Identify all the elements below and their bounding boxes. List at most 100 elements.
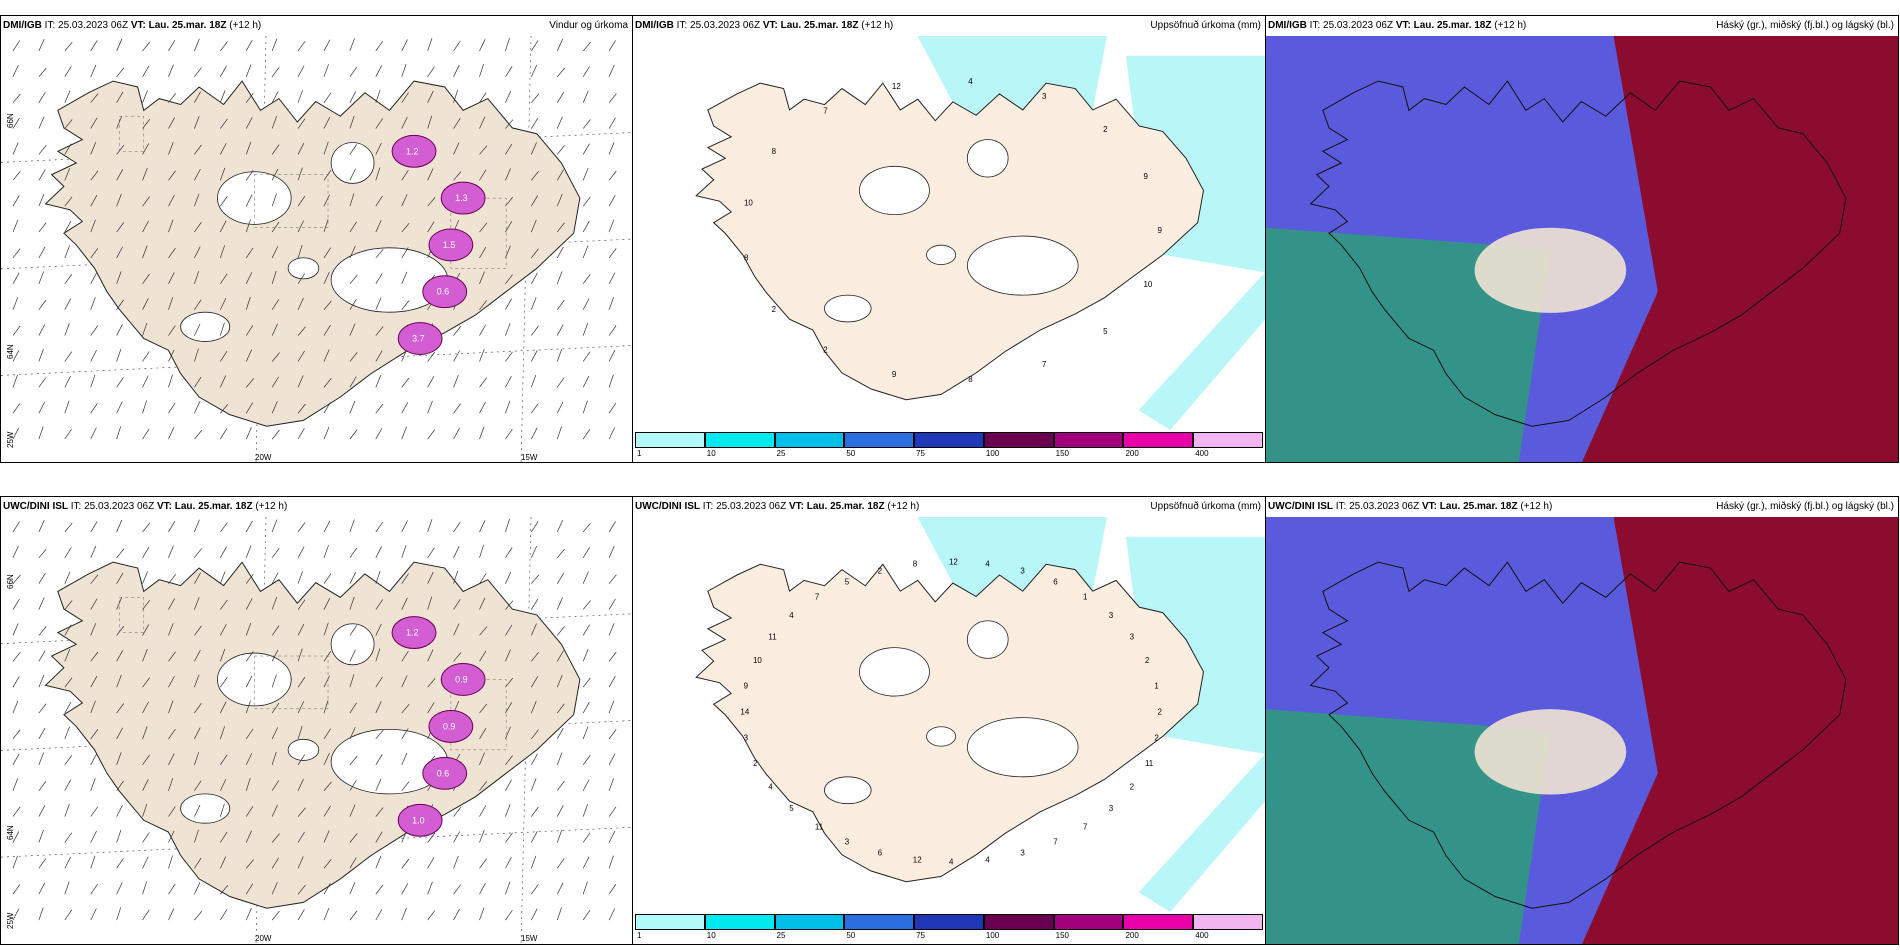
wind-barb bbox=[116, 829, 122, 843]
wind-barb bbox=[401, 704, 410, 714]
legend-tick: 1 bbox=[637, 931, 642, 940]
precip-blob bbox=[391, 616, 437, 649]
wind-barb bbox=[90, 545, 97, 558]
wind-barb bbox=[245, 598, 253, 610]
wind-barb bbox=[505, 832, 513, 843]
accum-value: 5 bbox=[789, 804, 794, 813]
wind-barb bbox=[271, 572, 279, 584]
wind-barb bbox=[220, 599, 228, 610]
vt-label: VT: bbox=[1395, 20, 1411, 31]
wind-barb bbox=[271, 751, 277, 765]
wind-barb bbox=[608, 195, 616, 207]
wind-barb bbox=[168, 806, 176, 817]
wind-barb bbox=[116, 377, 124, 388]
wind-barb bbox=[479, 222, 488, 233]
wind-barb bbox=[142, 143, 150, 155]
wind-barb bbox=[38, 377, 47, 388]
wind-barb bbox=[556, 703, 565, 714]
wind-barb bbox=[479, 650, 487, 662]
wind-barb bbox=[64, 600, 73, 610]
wind-barb bbox=[142, 881, 147, 895]
wind-barb bbox=[142, 856, 149, 869]
wind-barb bbox=[349, 649, 356, 662]
wind-barb bbox=[556, 858, 565, 869]
accum-value: 2 bbox=[1158, 708, 1163, 717]
iceland-land bbox=[44, 561, 581, 909]
wind-barb bbox=[375, 297, 382, 310]
wind-barb bbox=[323, 907, 330, 921]
wind-barb bbox=[64, 66, 72, 77]
wind-barb bbox=[90, 676, 98, 688]
wind-barb bbox=[194, 625, 202, 636]
wind-barb bbox=[427, 702, 435, 714]
wind-barb bbox=[297, 676, 306, 688]
wind-barb bbox=[582, 90, 589, 103]
wind-barb bbox=[245, 92, 254, 103]
wind-barb bbox=[505, 702, 513, 714]
wind-barb bbox=[38, 858, 47, 869]
wind-barb bbox=[168, 651, 176, 662]
wind-barb bbox=[505, 547, 513, 558]
wind-barb bbox=[245, 170, 254, 181]
precip-blob bbox=[428, 228, 474, 262]
wind-barb bbox=[375, 326, 384, 336]
wind-barb bbox=[531, 545, 538, 558]
wind-barb bbox=[168, 402, 176, 414]
wind-barb bbox=[142, 522, 151, 533]
wind-barb bbox=[582, 351, 591, 362]
wind-barb bbox=[323, 728, 331, 740]
wind-barb bbox=[375, 570, 381, 584]
wind-barb bbox=[194, 597, 200, 610]
wind-barb bbox=[323, 675, 330, 688]
wind-barb bbox=[64, 196, 73, 207]
map-area: 9 10 5 7 8 9 2 2 8 10 8 7 12 4 3 2 9 bbox=[633, 36, 1265, 430]
wind-barb bbox=[245, 194, 253, 207]
panel-uwc-wind: UWC/DINI ISL IT: 25.03.2023 06Z VT: Lau.… bbox=[0, 496, 633, 945]
it-label: IT: bbox=[676, 20, 688, 31]
accum-value: 6 bbox=[878, 849, 883, 858]
accum-value: 12 bbox=[913, 855, 922, 864]
wind-barb bbox=[349, 674, 355, 688]
wind-barb bbox=[349, 625, 358, 636]
wind-barb bbox=[479, 520, 486, 533]
wind-barb bbox=[168, 170, 176, 181]
wind-barb bbox=[168, 700, 174, 714]
wind-barb bbox=[116, 858, 124, 869]
legend-tick: 200 bbox=[1125, 931, 1139, 940]
wind-barb bbox=[38, 626, 47, 636]
wind-barb bbox=[453, 403, 461, 414]
wind-barb bbox=[479, 271, 485, 284]
panel-header: UWC/DINI ISL IT: 25.03.2023 06Z VT: Lau.… bbox=[633, 497, 1265, 517]
wind-barb bbox=[375, 807, 384, 817]
wind-barb bbox=[375, 908, 383, 921]
wind-barb bbox=[505, 298, 512, 310]
wind-barb bbox=[168, 830, 175, 843]
wind-barb bbox=[142, 119, 151, 129]
wind-barb bbox=[505, 726, 511, 740]
wind-barb bbox=[427, 910, 436, 921]
wind-barb bbox=[245, 325, 254, 336]
wind-barb bbox=[219, 624, 227, 636]
wind-barb bbox=[479, 63, 484, 77]
wind-barb bbox=[375, 65, 382, 77]
accum-value: 3 bbox=[1020, 566, 1025, 575]
wind-barb bbox=[168, 141, 174, 155]
wind-barb bbox=[64, 677, 73, 688]
wind-barb bbox=[245, 573, 254, 584]
precip-blob bbox=[440, 181, 486, 215]
wind-barb bbox=[401, 573, 409, 584]
wind-barb bbox=[90, 855, 96, 869]
wind-barb bbox=[297, 90, 303, 103]
accum-value: 7 bbox=[1083, 822, 1088, 831]
wind-barb bbox=[375, 676, 383, 688]
wind-barb bbox=[608, 117, 616, 129]
wind-barb bbox=[479, 92, 487, 103]
vt-label: VT: bbox=[762, 20, 778, 31]
precip-value: 1.3 bbox=[455, 193, 467, 203]
wind-barb bbox=[12, 350, 20, 362]
wind-barb bbox=[375, 648, 381, 662]
wind-barb bbox=[530, 778, 537, 791]
it-label: IT: bbox=[70, 501, 82, 512]
wind-barb bbox=[64, 803, 70, 817]
wind-barb bbox=[245, 247, 254, 259]
